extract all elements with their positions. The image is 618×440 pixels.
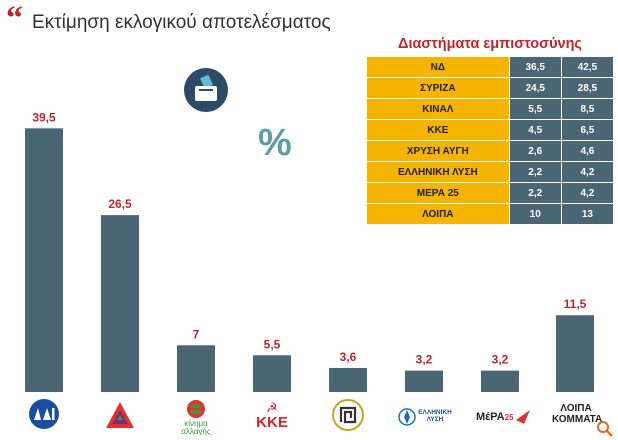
ci-low-cell: 2,6: [508, 140, 562, 162]
nd-logo-icon: [29, 399, 59, 429]
bar: [405, 370, 443, 392]
ci-high-cell: 42,5: [560, 56, 615, 78]
ci-party-cell: ΧΡΥΣΗ ΑΥΓΗ: [366, 140, 510, 162]
bar: [329, 367, 367, 392]
confidence-table: ΝΔ 36,5 42,5 ΣΥΡΙΖΑ 24,5 28,5 ΚΙΝΑΛ 5,5 8,5 ΚΚΕ 4,…: [366, 56, 615, 225]
ci-party-cell: ΜΕΡΑ 25: [366, 182, 510, 204]
bar-value-label: 3,2: [492, 353, 509, 367]
others-label: ΛΟΙΠΑ ΚΟΜΜΑΤΑ: [552, 403, 603, 425]
table-row: ΜΕΡΑ 25 2,2 4,2: [366, 182, 615, 204]
elliniki-label-2: ΛΥΣΗ: [426, 415, 444, 423]
table-row: ΛΟΙΠΑ 10 13: [366, 203, 615, 225]
table-row: ΕΛΛΗΝΙΚΗ ΛΥΣΗ 2,2 4,2: [366, 161, 615, 183]
elliniki-lysi-logo-icon: ΕΛΛΗΝΙΚΗ ΛΥΣΗ: [398, 398, 454, 434]
ci-low-cell: 4,5: [508, 119, 562, 141]
bar: [481, 370, 519, 392]
bar-value-label: 11,5: [564, 297, 587, 311]
ci-low-cell: 24,5: [508, 77, 562, 99]
kinal-logo-icon: κίνημα αλλαγής: [176, 398, 216, 437]
ci-low-cell: 2,2: [508, 182, 562, 204]
ci-high-cell: 28,5: [560, 77, 615, 99]
kke-logo-icon: ☭ ΚΚΕ: [252, 398, 292, 434]
bar-value-label: 39,5: [32, 110, 56, 124]
syriza-logo-icon: [106, 402, 134, 428]
mera25-logo-icon: ΜέΡΑ25: [474, 398, 530, 434]
ci-party-cell: ΝΔ: [366, 56, 510, 78]
bar-value-label: 3,2: [416, 353, 433, 367]
kinal-label-1: κίνημα: [184, 419, 208, 428]
table-row: ΧΡΥΣΗ ΑΥΓΗ 2,6 4,6: [366, 140, 615, 162]
ci-low-cell: 10: [508, 203, 562, 225]
bar: [253, 355, 291, 392]
table-row: ΚΚΕ 4,5 6,5: [366, 119, 615, 141]
ci-high-cell: 4,6: [560, 140, 615, 162]
table-row: ΝΔ 36,5 42,5: [366, 56, 615, 78]
bar: [556, 315, 594, 392]
ci-high-cell: 8,5: [560, 98, 615, 120]
mera-number: 25: [504, 413, 514, 422]
bar: [25, 128, 63, 392]
bar-value-label: 3,6: [340, 350, 357, 364]
mera-label: ΜέΡΑ: [476, 411, 505, 423]
kinal-label-2: αλλαγής: [181, 427, 211, 437]
golden-dawn-logo-icon: [332, 399, 364, 431]
quote-icon: “: [6, 0, 23, 37]
bar: [177, 345, 215, 392]
confidence-table-title: Διαστήματα εμπιστοσύνης: [398, 36, 582, 52]
hammer-sickle-icon: ☭: [266, 400, 278, 415]
ballot-box-icon: [184, 68, 228, 112]
kke-label: ΚΚΕ: [256, 414, 288, 431]
ci-high-cell: 4,2: [560, 182, 615, 204]
ci-high-cell: 6,5: [560, 119, 615, 141]
page-title: Εκτίμηση εκλογικού αποτελέσματος: [32, 12, 331, 33]
ci-party-cell: ΚΙΝΑΛ: [366, 98, 510, 120]
elliniki-label-1: ΕΛΛΗΝΙΚΗ: [418, 409, 452, 416]
ci-party-cell: ΛΟΙΠΑ: [366, 203, 510, 225]
percent-icon: %: [258, 122, 292, 164]
zoom-icon[interactable]: [596, 420, 614, 438]
bar-value-label: 5,5: [264, 337, 281, 351]
bar-value-label: 26,5: [108, 197, 132, 211]
ci-high-cell: 13: [560, 203, 615, 225]
bar: [101, 215, 139, 392]
bar-value-label: 7: [193, 327, 200, 341]
